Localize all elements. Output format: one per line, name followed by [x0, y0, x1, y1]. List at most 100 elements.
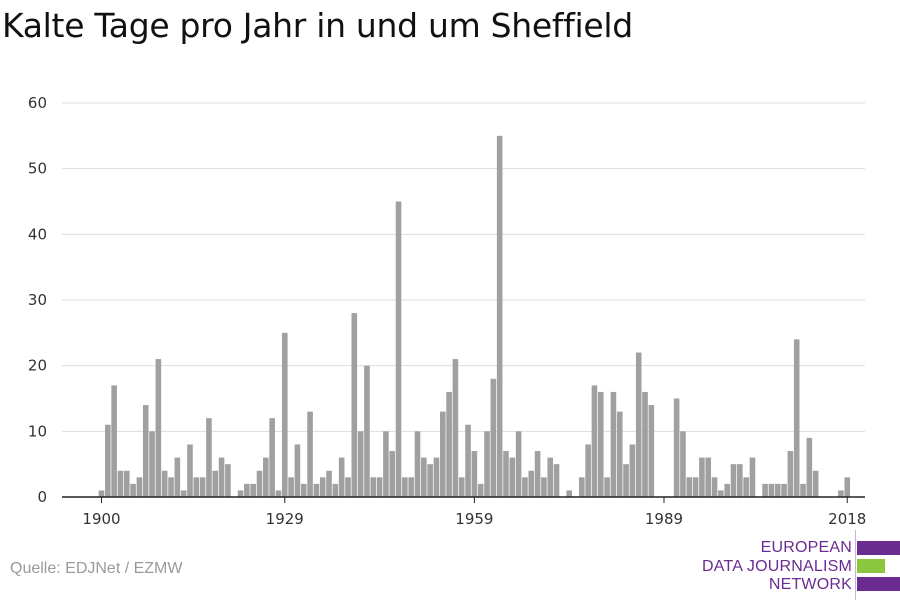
bar-1966	[515, 431, 522, 497]
bar-1972	[553, 464, 560, 497]
bar-1915	[193, 477, 200, 497]
bar-1923	[244, 483, 250, 497]
bar-1957	[458, 477, 465, 497]
bar-1925	[256, 470, 263, 497]
bar-1922	[237, 490, 244, 497]
bar-1984	[629, 444, 636, 497]
bar-2010	[793, 339, 800, 497]
bar-1918	[212, 470, 219, 497]
bar-1936	[326, 470, 332, 497]
bar-1964	[503, 451, 509, 497]
bar-1961	[484, 431, 490, 497]
x-tick-label-1959: 1959	[455, 510, 493, 528]
bar-1900	[98, 490, 105, 497]
logo-bar-green	[857, 559, 885, 573]
bar-2007	[774, 483, 781, 497]
bar-2011	[800, 483, 806, 497]
logo-bar-purple-top	[857, 541, 900, 555]
bar-1955	[446, 391, 452, 497]
bar-1952	[427, 464, 433, 497]
bar-1956	[452, 359, 459, 497]
x-tick-label-1989: 1989	[645, 510, 683, 528]
bar-1999	[724, 483, 730, 497]
y-tick-label-50: 50	[28, 160, 47, 178]
bar-1943	[370, 477, 377, 497]
bar-1948	[402, 477, 408, 497]
bar-1919	[218, 457, 225, 497]
bar-2001	[737, 464, 743, 497]
bar-1992	[680, 431, 686, 497]
y-axis: 0 10 20 30 40 50 60	[28, 94, 47, 506]
bar-1951	[421, 457, 427, 497]
bar-1920	[225, 464, 231, 497]
bar-1998	[718, 490, 724, 497]
bar-1932	[300, 483, 307, 497]
bar-1976	[579, 477, 585, 497]
bar-2017	[838, 490, 844, 497]
bar-2006	[768, 483, 775, 497]
bar-1950	[414, 431, 421, 497]
bar-1945	[383, 431, 389, 497]
bar-1968	[528, 470, 535, 497]
bar-1946	[389, 451, 396, 497]
bar-1949	[408, 477, 414, 497]
bar-1982	[616, 411, 623, 497]
x-tick-label-1929: 1929	[266, 510, 304, 528]
bar-1969	[534, 451, 541, 497]
y-tick-label-40: 40	[28, 225, 47, 243]
bar-1935	[319, 477, 326, 497]
bar-1986	[642, 391, 648, 497]
bar-1913	[180, 490, 187, 497]
bar-1909	[155, 359, 162, 497]
bar-1933	[307, 411, 313, 497]
source-note: Quelle: EDJNet / EZMW	[10, 560, 183, 577]
bar-2018	[844, 477, 851, 497]
x-tick-label-1900: 1900	[82, 510, 120, 528]
bar-1916	[199, 477, 206, 497]
bar-1978	[591, 385, 598, 497]
bar-2002	[743, 477, 749, 497]
bar-1947	[395, 201, 402, 497]
bar-1962	[490, 378, 497, 497]
bar-1980	[604, 477, 610, 497]
bar-1981	[610, 391, 617, 497]
bar-1960	[477, 483, 484, 497]
bar-1974	[566, 490, 572, 497]
bar-1908	[149, 431, 155, 497]
y-tick-label-20: 20	[28, 357, 47, 375]
bar-1967	[522, 477, 528, 497]
bar-1940	[351, 313, 358, 497]
bar-1997	[711, 477, 718, 497]
bar-1971	[547, 457, 554, 497]
bar-1904	[123, 470, 130, 497]
bar-1907	[142, 405, 149, 497]
gridlines	[62, 102, 865, 432]
y-tick-label-0: 0	[37, 488, 47, 506]
bar-1993	[686, 477, 693, 497]
chart-title: Kalte Tage pro Jahr in und um Sheffield	[2, 6, 633, 45]
edjnet-logo: EUROPEAN DATA JOURNALISM NETWORK	[700, 530, 900, 600]
logo-separator	[855, 530, 856, 600]
bar-2008	[781, 483, 787, 497]
bar-2009	[787, 451, 794, 497]
bar-1979	[597, 391, 604, 497]
bar-1934	[313, 483, 320, 497]
bar-2013	[812, 470, 819, 497]
bar-1912	[174, 457, 181, 497]
bar-1924	[250, 483, 256, 497]
logo-line-1: EUROPEAN	[760, 539, 852, 556]
bar-1914	[187, 444, 193, 497]
bar-1977	[585, 444, 591, 497]
bar-1995	[699, 457, 705, 497]
bar-2005	[762, 483, 768, 497]
bar-1994	[692, 477, 699, 497]
bar-1910	[161, 470, 168, 497]
logo-line-3: NETWORK	[768, 576, 852, 593]
logo-line-2: DATA JOURNALISM	[702, 558, 852, 575]
bar-1901	[105, 424, 111, 497]
bar-1903	[117, 470, 124, 497]
bar-1929	[281, 332, 288, 497]
bar-1938	[338, 457, 345, 497]
bar-1970	[541, 477, 547, 497]
y-tick-label-30: 30	[28, 291, 47, 309]
